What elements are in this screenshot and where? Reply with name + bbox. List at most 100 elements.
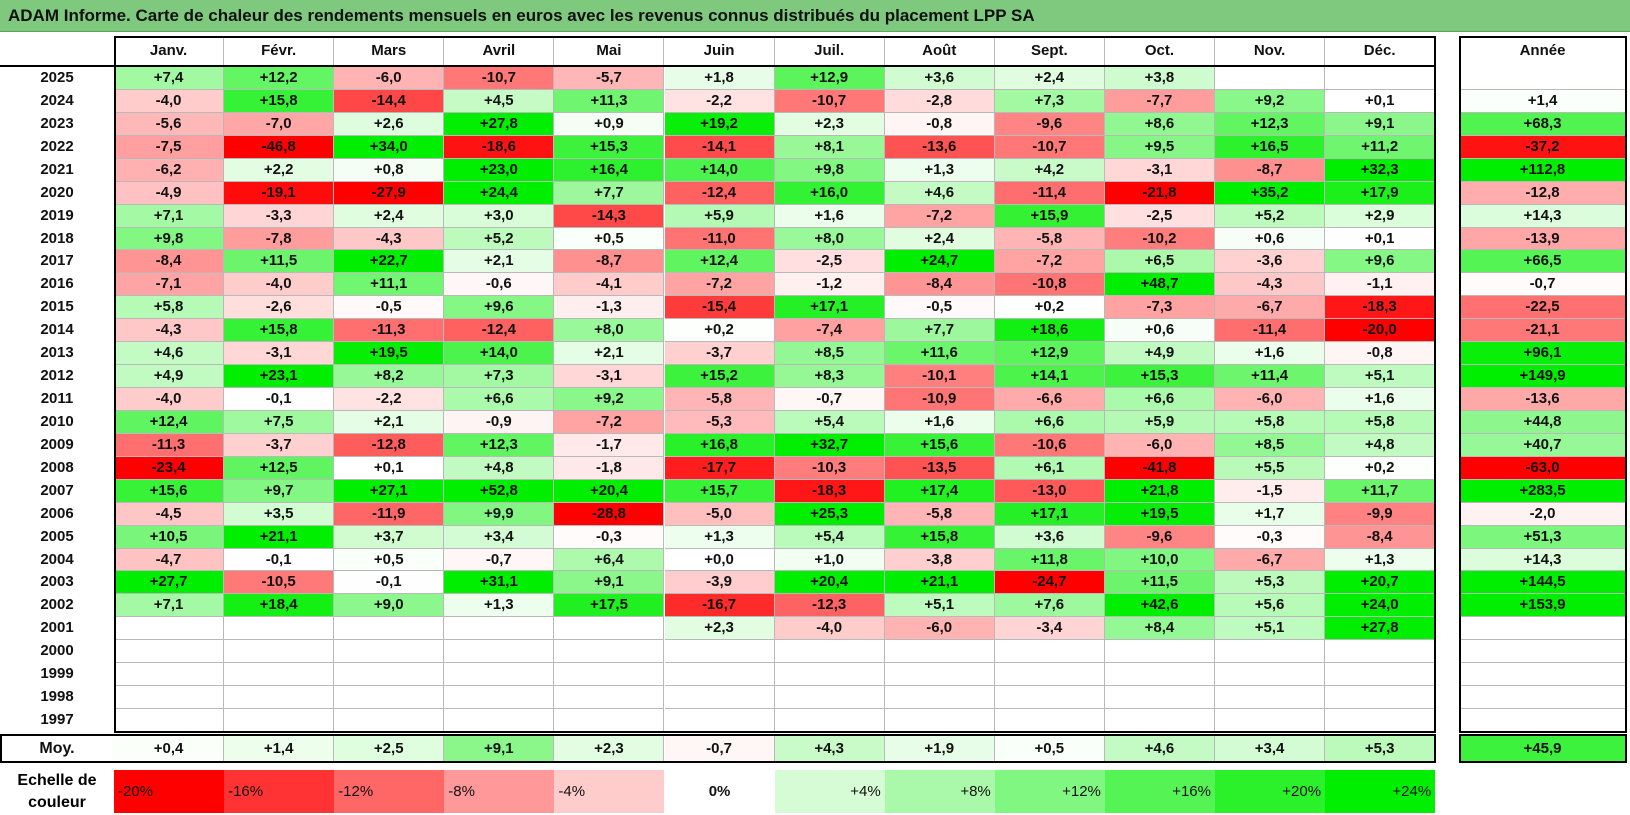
month-return-cell: +19,5: [1104, 502, 1215, 526]
month-return-cell: [1104, 686, 1215, 710]
month-return-cell: +6,5: [1104, 250, 1215, 274]
month-return-cell: +2,1: [554, 342, 665, 366]
month-return-cell: +23,0: [444, 158, 555, 182]
year-label: 2021: [40, 160, 74, 178]
month-return-cell: +7,3: [994, 89, 1105, 113]
month-return-cell: [224, 686, 335, 710]
year-label: 2025: [40, 69, 74, 86]
month-return-cell: -14,3: [554, 204, 665, 228]
month-return-cell: +3,4: [444, 525, 555, 549]
month-return-cell: -3,1: [1104, 158, 1215, 182]
month-return-cell: +31,1: [444, 571, 555, 595]
month-return-cell: -3,9: [664, 571, 775, 595]
average-month-cell: +1,4: [224, 736, 335, 762]
month-return-cell: -16,7: [664, 594, 775, 618]
month-return-cell: +32,3: [1325, 158, 1436, 182]
month-return-cell: -0,6: [444, 273, 555, 297]
annual-return-cell: [1459, 663, 1627, 687]
month-return-cell: +11,8: [994, 548, 1105, 572]
month-return-cell: -4,3: [114, 319, 225, 343]
month-return-cell: +0,6: [1104, 319, 1215, 343]
month-return-cell: -11,9: [334, 502, 445, 526]
annual-return-cell: +96,1: [1459, 342, 1627, 366]
month-return-cell: +9,2: [554, 388, 665, 411]
month-return-cell: -4,5: [114, 502, 225, 526]
month-return-cell: +12,4: [664, 250, 775, 274]
month-return-cell: [1215, 640, 1326, 664]
month-return-cell: -1,8: [554, 456, 665, 480]
month-return-cell: +2,4: [884, 227, 995, 251]
month-return-cell: -8,4: [114, 250, 225, 274]
year-label: 2000: [40, 642, 74, 660]
month-header: Nov.: [1215, 36, 1326, 66]
month-return-cell: -2,8: [884, 89, 995, 113]
month-return-cell: -15,4: [664, 296, 775, 320]
month-return-cell: +12,4: [114, 410, 225, 434]
month-return-cell: -0,1: [334, 571, 445, 595]
month-return-cell: +24,4: [444, 181, 555, 205]
month-return-cell: [1215, 67, 1326, 90]
month-return-cell: +4,8: [444, 456, 555, 480]
month-return-cell: -24,7: [994, 571, 1105, 595]
month-return-cell: -14,4: [334, 89, 445, 113]
annual-return-cell: [1459, 686, 1627, 710]
month-return-cell: -12,3: [774, 594, 885, 618]
month-return-cell: +15,8: [224, 319, 335, 343]
month-return-cell: -4,0: [114, 388, 225, 411]
month-return-cell: [1325, 67, 1436, 90]
year-label: 2012: [40, 367, 74, 385]
month-return-cell: -7,2: [994, 250, 1105, 274]
month-return-cell: [1215, 709, 1326, 732]
month-return-cell: +12,9: [994, 342, 1105, 366]
month-return-cell: -10,1: [884, 365, 995, 388]
month-return-cell: +9,1: [554, 571, 665, 595]
month-return-cell: +19,5: [334, 342, 445, 366]
month-return-cell: +0,9: [554, 112, 665, 136]
month-return-cell: +17,4: [884, 479, 995, 503]
month-return-cell: +0,0: [664, 548, 775, 572]
month-header: Sept.: [995, 36, 1105, 66]
month-return-cell: [774, 640, 885, 664]
month-return-cell: +27,8: [444, 112, 555, 136]
month-return-cell: -9,9: [1325, 502, 1436, 526]
month-return-cell: +17,1: [774, 296, 885, 320]
month-return-cell: +7,4: [114, 67, 225, 90]
annual-return-cell: +153,9: [1459, 594, 1627, 618]
year-label: 2020: [40, 183, 74, 201]
month-return-cell: -6,0: [1215, 388, 1326, 411]
month-return-cell: -9,6: [994, 112, 1105, 136]
month-return-cell: -4,7: [114, 548, 225, 572]
month-return-cell: +9,8: [774, 158, 885, 182]
month-return-cell: +2,2: [224, 158, 335, 182]
month-return-cell: -2,6: [224, 296, 335, 320]
month-return-cell: [1325, 686, 1436, 710]
month-return-cell: +5,4: [774, 410, 885, 434]
month-return-cell: -18,3: [1325, 296, 1436, 320]
month-return-cell: +17,5: [554, 594, 665, 618]
color-scale-step: +8%: [884, 770, 995, 813]
month-return-cell: -0,8: [884, 112, 995, 136]
month-return-cell: [884, 686, 995, 710]
month-return-cell: +3,7: [334, 525, 445, 549]
annual-return-cell: +1,4: [1459, 89, 1627, 113]
month-return-cell: -6,0: [1104, 433, 1215, 457]
month-return-cell: [884, 640, 995, 664]
month-return-cell: -0,1: [224, 548, 335, 572]
month-header: Mars: [334, 36, 445, 66]
month-return-cell: [1104, 663, 1215, 687]
month-return-cell: -0,5: [334, 296, 445, 320]
month-return-cell: +19,2: [664, 112, 775, 136]
month-return-cell: +11,5: [1104, 571, 1215, 595]
month-return-cell: +20,4: [554, 479, 665, 503]
month-return-cell: +27,8: [1325, 617, 1436, 641]
annual-return-cell: -12,8: [1459, 181, 1627, 205]
month-return-cell: +1,6: [1325, 388, 1436, 411]
month-return-cell: -6,0: [334, 67, 445, 90]
month-return-cell: +0,2: [664, 319, 775, 343]
annual-return-cell: +68,3: [1459, 112, 1627, 136]
month-return-cell: [224, 663, 335, 687]
month-return-cell: +21,1: [224, 525, 335, 549]
month-return-cell: -1,7: [554, 433, 665, 457]
month-return-cell: +27,1: [334, 479, 445, 503]
month-return-cell: +11,5: [224, 250, 335, 274]
